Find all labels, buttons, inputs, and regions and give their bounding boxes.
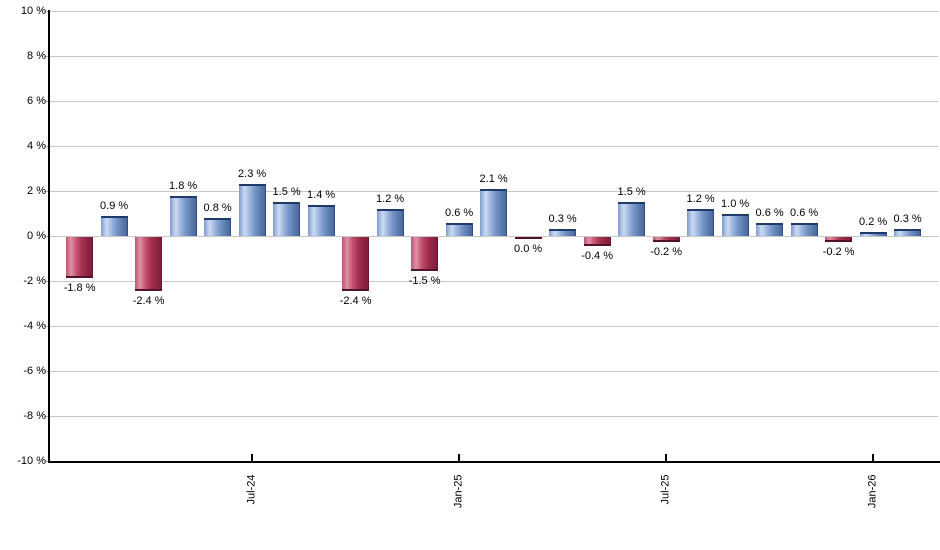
bar bbox=[204, 218, 232, 236]
y-axis-minitick bbox=[44, 371, 49, 372]
bar bbox=[135, 237, 163, 291]
y-axis-minitick bbox=[44, 461, 49, 462]
y-axis-tick-label: -10 % bbox=[17, 455, 46, 467]
y-axis-minitick bbox=[44, 236, 49, 237]
y-axis-tick-label: -4 % bbox=[23, 320, 46, 332]
bar-value-label: -1.8 % bbox=[63, 281, 96, 294]
gridline bbox=[50, 11, 938, 12]
y-axis-tick-label: 8 % bbox=[27, 50, 46, 62]
bar-value-label: 0.9 % bbox=[100, 199, 129, 212]
y-axis-tick-label: 10 % bbox=[20, 5, 46, 17]
bar bbox=[169, 195, 197, 236]
bar-value-label: 1.5 % bbox=[617, 186, 646, 199]
bar-value-label: -0.2 % bbox=[650, 245, 682, 258]
bar bbox=[859, 231, 887, 236]
bar-value-label: -1.5 % bbox=[408, 274, 441, 287]
bar-value-label: 0.8 % bbox=[203, 202, 232, 214]
x-axis-tick-label: Jan-26 bbox=[866, 474, 879, 509]
y-axis-minitick bbox=[44, 326, 49, 327]
bar bbox=[549, 229, 577, 236]
x-axis-tick-label: Jul-24 bbox=[245, 474, 258, 505]
bar bbox=[273, 202, 301, 236]
y-axis-tick-label: 0 % bbox=[27, 230, 46, 242]
bar-value-label: -0.2 % bbox=[822, 245, 855, 258]
bar bbox=[307, 204, 335, 236]
bar bbox=[687, 209, 715, 236]
gridline bbox=[50, 101, 938, 102]
bar-value-label: 1.2 % bbox=[376, 193, 405, 205]
bar-value-label: 0.0 % bbox=[514, 243, 543, 255]
bar bbox=[411, 237, 439, 271]
bar bbox=[652, 237, 680, 242]
bar bbox=[66, 237, 94, 278]
bar-value-label: 1.2 % bbox=[686, 193, 715, 205]
gridline bbox=[50, 416, 938, 417]
y-axis-tick-label: -2 % bbox=[23, 275, 46, 287]
bar bbox=[238, 184, 266, 236]
bar bbox=[583, 237, 611, 246]
x-axis-tick bbox=[665, 454, 668, 461]
bar-value-label: 0.3 % bbox=[548, 213, 577, 226]
bar bbox=[618, 202, 646, 236]
gridline bbox=[50, 146, 938, 147]
y-axis-tick-label: -8 % bbox=[23, 410, 46, 422]
bar bbox=[100, 215, 128, 236]
x-axis-line bbox=[48, 461, 940, 463]
bar-value-label: 1.4 % bbox=[307, 188, 336, 201]
bar bbox=[480, 188, 508, 236]
bar-value-label: 2.3 % bbox=[238, 168, 267, 181]
bar-value-label: 0.2 % bbox=[859, 215, 888, 228]
bar-value-label: -2.4 % bbox=[132, 295, 165, 307]
bar-value-label: 2.1 % bbox=[479, 172, 508, 185]
bar bbox=[445, 222, 473, 236]
bar-value-label: 0.6 % bbox=[790, 206, 819, 219]
y-axis-tick-label: 2 % bbox=[27, 185, 46, 197]
y-axis-minitick bbox=[44, 281, 49, 282]
gridline bbox=[50, 371, 938, 372]
gridline bbox=[50, 326, 938, 327]
bar-value-label: 0.6 % bbox=[445, 206, 474, 219]
gridline bbox=[50, 281, 938, 282]
bar bbox=[342, 237, 370, 291]
x-axis-tick bbox=[458, 454, 461, 461]
y-axis-minitick bbox=[44, 191, 49, 192]
bar bbox=[376, 209, 404, 236]
y-axis-minitick bbox=[44, 56, 49, 57]
bar-value-label: 0.6 % bbox=[755, 206, 784, 219]
bar bbox=[721, 213, 749, 236]
y-axis-minitick bbox=[44, 146, 49, 147]
gridline bbox=[50, 236, 938, 237]
bar-value-label: 0.3 % bbox=[893, 213, 922, 226]
y-axis-minitick bbox=[44, 101, 49, 102]
y-axis-line bbox=[48, 10, 50, 463]
y-axis-minitick bbox=[44, 11, 49, 12]
bar bbox=[756, 222, 784, 236]
y-axis-tick-label: 6 % bbox=[27, 95, 46, 107]
gridline bbox=[50, 56, 938, 57]
bar bbox=[825, 237, 853, 242]
x-axis-tick bbox=[251, 454, 254, 461]
bar bbox=[894, 229, 922, 236]
y-axis-tick-label: 4 % bbox=[27, 140, 46, 152]
bar-value-label: -0.4 % bbox=[581, 250, 613, 262]
bar bbox=[790, 222, 818, 236]
bar-value-label: 1.0 % bbox=[721, 197, 750, 210]
x-axis-tick-label: Jul-25 bbox=[659, 474, 672, 505]
x-axis-tick-label: Jan-25 bbox=[452, 474, 465, 509]
y-axis-tick-label: -6 % bbox=[23, 365, 46, 377]
bar-value-label: -2.4 % bbox=[339, 295, 372, 307]
bar-value-label: 1.5 % bbox=[272, 186, 301, 199]
bar bbox=[514, 237, 542, 239]
bar-value-label: 1.8 % bbox=[169, 179, 198, 192]
x-axis-tick bbox=[872, 454, 875, 461]
y-axis-minitick bbox=[44, 416, 49, 417]
